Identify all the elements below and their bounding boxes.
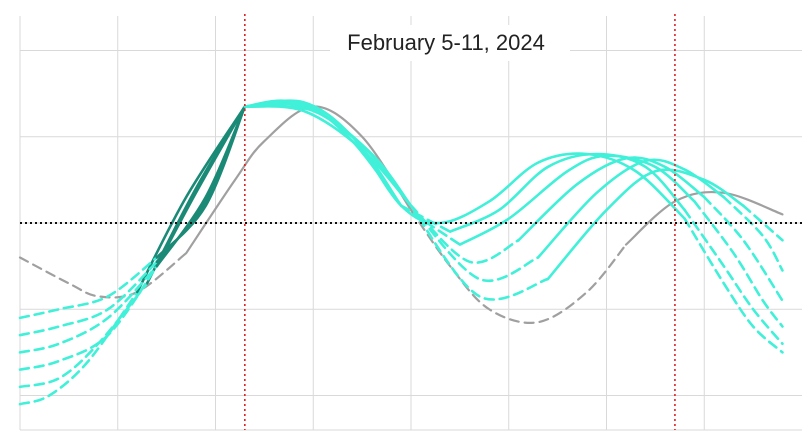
teal-series-line-6 bbox=[243, 104, 413, 208]
teal-series-line-3 bbox=[399, 204, 462, 246]
reference-lines-layer bbox=[20, 14, 802, 430]
teal-series-line-5 bbox=[243, 104, 413, 208]
gray-series-line bbox=[624, 190, 784, 246]
teal-series-line-5 bbox=[409, 204, 540, 283]
teal-series-line-6 bbox=[409, 204, 550, 301]
title-layer: February 5-11, 2024 bbox=[330, 25, 570, 61]
gray-series-line bbox=[409, 208, 628, 324]
teal-series-line-3 bbox=[243, 100, 403, 208]
teal-series-line-6 bbox=[155, 105, 247, 259]
teal-series-line-2 bbox=[18, 282, 149, 389]
teal-series-line-4 bbox=[517, 156, 706, 242]
teal-series-line-1 bbox=[683, 217, 784, 354]
teal-series-line-4 bbox=[18, 264, 159, 354]
teal-series-line-2 bbox=[448, 152, 686, 233]
gray-series-line bbox=[185, 105, 413, 255]
teal-series-line-4 bbox=[702, 195, 784, 302]
teal-series-line-6 bbox=[742, 204, 784, 242]
teal-series-line-3 bbox=[693, 200, 784, 328]
teal-series-line-5 bbox=[536, 158, 726, 259]
teal-series-line-6 bbox=[546, 168, 745, 281]
teal-series-line-5 bbox=[18, 260, 159, 337]
teal-series-line-5 bbox=[722, 195, 784, 272]
teal-series-line-3 bbox=[18, 264, 159, 371]
gray-series-line bbox=[18, 252, 188, 299]
teal-series-line-1 bbox=[243, 99, 686, 225]
series-layer bbox=[18, 99, 784, 406]
teal-series-line-6 bbox=[18, 256, 159, 320]
teal-series-line-2 bbox=[683, 208, 784, 346]
title-background bbox=[330, 25, 570, 61]
chart-title: February 5-11, 2024 bbox=[347, 30, 545, 55]
teal-series-line-3 bbox=[458, 154, 696, 246]
